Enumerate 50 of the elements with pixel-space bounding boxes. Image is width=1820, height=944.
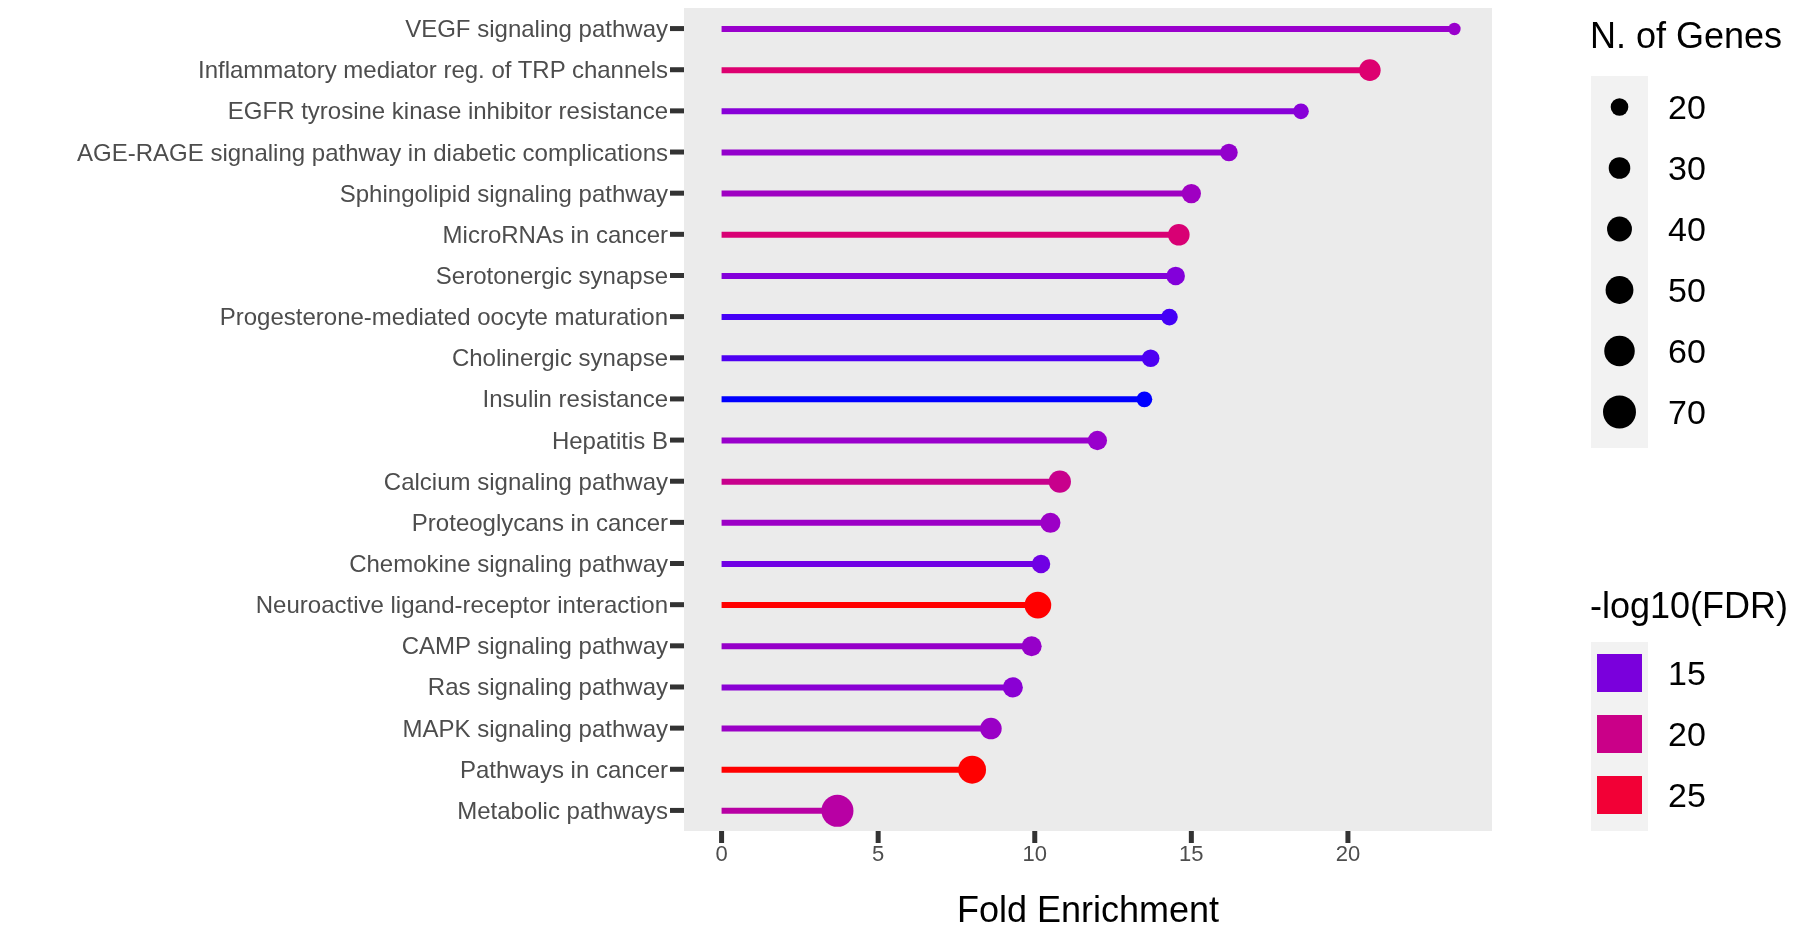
color-bar-label: 25 xyxy=(1668,775,1706,814)
color-bar-title: -log10(FDR) xyxy=(1590,585,1789,626)
legend-label: 20 xyxy=(1668,87,1706,126)
x-tick-label: 5 xyxy=(872,840,885,866)
legend-label: 60 xyxy=(1668,331,1706,370)
legend-label: 40 xyxy=(1668,209,1706,248)
y-tick-label: AGE-RAGE signaling pathway in diabetic complications xyxy=(77,138,668,166)
y-tick-label: Neuroactive ligand-receptor interaction xyxy=(255,591,668,619)
y-tick-label: EGFR tyrosine kinase inhibitor resistance xyxy=(227,97,668,125)
y-tick-label: CAMP signaling pathway xyxy=(401,632,668,660)
y-tick-label: Serotonergic synapse xyxy=(435,261,668,289)
point xyxy=(1166,266,1185,286)
point xyxy=(1031,554,1051,574)
point xyxy=(1359,59,1381,81)
legend-label: 30 xyxy=(1668,148,1706,187)
y-tick-label: Inflammatory mediator reg. of TRP channels xyxy=(198,56,668,84)
legend-label: 50 xyxy=(1668,270,1706,309)
y-tick-label: Ras signaling pathway xyxy=(427,673,668,701)
color-bar-label: 15 xyxy=(1668,653,1706,692)
color-bar-label: 20 xyxy=(1668,714,1706,753)
y-tick-label: Pathways in cancer xyxy=(459,755,668,783)
y-tick-label: Proteoglycans in cancer xyxy=(411,508,668,536)
y-tick-label: Chemokine signaling pathway xyxy=(349,550,668,578)
x-tick-label: 20 xyxy=(1335,840,1361,866)
y-tick-label: Calcium signaling pathway xyxy=(383,467,668,495)
y-tick-label: Metabolic pathways xyxy=(457,796,668,824)
point xyxy=(1040,512,1061,533)
y-tick-label: Insulin resistance xyxy=(482,385,668,413)
x-tick-label: 0 xyxy=(715,840,728,866)
point xyxy=(1002,677,1023,698)
point xyxy=(980,717,1002,740)
legend-title: N. of Genes xyxy=(1590,15,1783,56)
point xyxy=(1181,183,1201,204)
y-tick-label: Sphingolipid signaling pathway xyxy=(339,179,668,207)
y-tick-label: VEGF signaling pathway xyxy=(405,15,668,43)
point xyxy=(1048,470,1071,493)
y-tick-label: Progesterone-mediated oocyte maturation xyxy=(219,303,668,331)
y-tick-label: Hepatitis B xyxy=(551,426,668,454)
y-tick-label: MAPK signaling pathway xyxy=(402,714,668,742)
x-tick-label: 10 xyxy=(1022,840,1047,866)
y-tick-label: MicroRNAs in cancer xyxy=(442,220,668,248)
x-axis-title: Fold Enrichment xyxy=(956,889,1220,930)
point xyxy=(1220,143,1238,162)
y-tick-label: Cholinergic synapse xyxy=(451,344,668,372)
x-tick-label: 15 xyxy=(1179,840,1204,866)
point xyxy=(1168,223,1190,246)
point xyxy=(1141,349,1160,368)
point xyxy=(1087,430,1108,451)
legend-label: 70 xyxy=(1668,392,1706,431)
point xyxy=(1021,636,1042,657)
